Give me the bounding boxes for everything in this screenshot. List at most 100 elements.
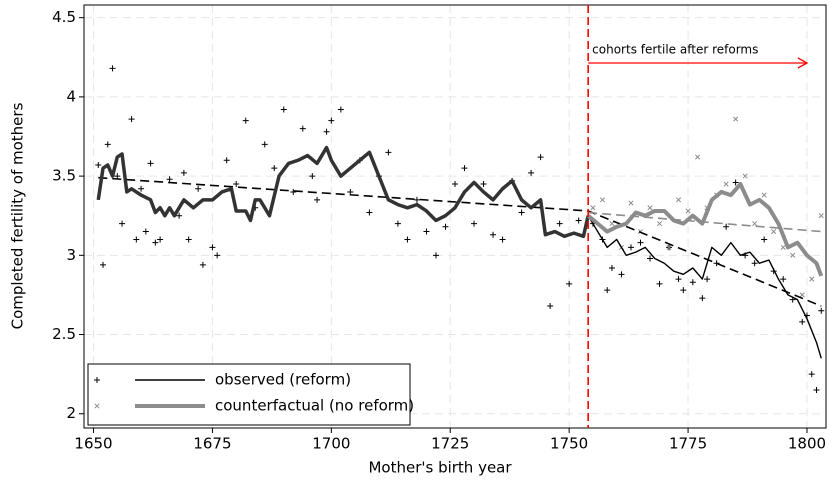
scatter-point [732,179,739,186]
scatter-point [685,208,691,214]
scatter-point [809,276,815,282]
scatter-point [100,261,107,268]
scatter-point [704,276,711,283]
y-tick-label: 4.5 [52,8,76,26]
scatter-point [751,260,758,267]
scatter-point [394,220,401,227]
scatter-point [290,188,297,195]
y-axis-label: Completed fertility of mothers [9,102,27,329]
scatter-point [176,212,183,219]
legend-marker [94,377,100,383]
scatter-point [223,157,230,164]
scatter-point [790,252,796,258]
scatter-point [152,239,159,246]
scatter-point [808,371,815,378]
scatter-point [818,307,825,314]
smooth-line [587,215,822,359]
scatter-point [518,209,525,216]
scatter-point [647,205,653,211]
scatter-point [723,223,730,230]
x-axis-label: Mother's birth year [368,459,512,477]
scatter-point [119,220,126,227]
y-tick-label: 2 [66,404,76,422]
scatter-point [813,386,820,393]
scatter-point [147,160,154,167]
x-tick-label: 1775 [669,435,707,453]
scatter-point [647,255,654,262]
x-tick-label: 1750 [550,435,588,453]
scatter-point [452,181,458,188]
scatter-point [142,228,149,235]
legend-label: counterfactual (no reform) [215,397,414,415]
scatter-point [366,209,373,216]
scatter-point [242,117,249,124]
scatter-point [442,223,449,230]
scatter-point [166,176,173,183]
scatter-point [233,181,240,188]
scatter-point [185,236,192,243]
scatter-point [323,128,330,135]
scatter-point [180,169,187,176]
scatter-point [404,236,411,243]
scatter-point [761,192,767,198]
scatter-point [656,221,663,227]
scatter-point [138,185,145,192]
scatter-point [628,200,634,206]
scatter-point [599,197,606,203]
scatter-point [385,149,392,156]
scatter-point [699,295,706,302]
scatter-point [675,197,682,203]
scatter-point [299,125,306,132]
scatter-point [461,165,468,172]
scatter-point [337,106,344,113]
scatter-point [209,244,216,251]
scatter-point [309,173,316,180]
scatter-point [713,260,720,267]
plot-frame [83,4,827,429]
x-tick-label: 1650 [74,435,112,453]
y-tick-label: 4 [66,87,76,105]
scatter-point [133,236,140,243]
scatter-point [799,292,805,298]
y-tick-label: 3 [66,246,76,264]
scatter-point [771,228,777,235]
scatter-point [157,236,164,243]
scatter-point [528,169,535,176]
scatter-point [314,196,321,203]
scatter-point [723,181,729,187]
x-tick-label: 1700 [312,435,350,453]
scatter-point [271,165,278,172]
scatter-point [752,221,758,227]
scatter-point [666,244,672,250]
annotation-arrowhead [797,57,809,69]
scatter-point [689,279,696,286]
scatter-point [471,220,478,227]
scatter-point [680,287,687,294]
scatter-point [675,276,682,283]
scatter-point [280,106,287,113]
legend-marker [94,403,100,409]
scatter-point [627,244,634,251]
scatter-point [128,116,135,123]
scatter-point [547,303,554,310]
scatter-point [499,236,506,243]
scatter-point [114,173,121,180]
pre-reform-smooth-line [96,145,590,239]
scatter-point [432,252,439,259]
scatter-point [818,213,824,219]
scatter-point [109,65,116,72]
scatter-point [413,196,420,203]
scatter-point [104,141,111,148]
smooth-line [586,182,824,277]
scatter-point [618,271,625,278]
scatter-point [733,116,739,122]
scatter-point [780,244,786,250]
legend-box [87,363,411,426]
annotation: cohorts fertile after reforms [592,43,758,57]
scatter-point [695,154,701,160]
scatter-point [537,154,544,161]
scatter-point [604,287,611,294]
scatter-point [742,173,748,179]
scatter-point [214,252,221,259]
